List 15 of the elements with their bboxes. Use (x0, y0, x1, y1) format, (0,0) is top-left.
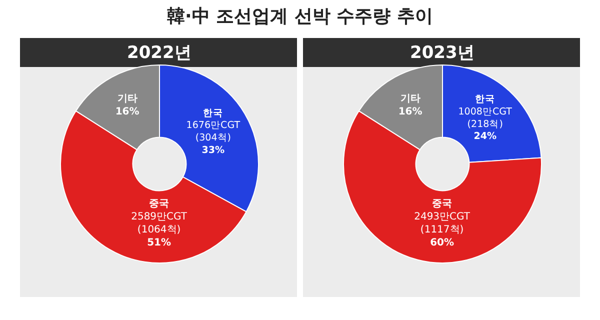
data-label: 1676만CGT (304척) 33% (186, 120, 240, 156)
slice-label: 한국 (475, 94, 496, 105)
text: 韓·中 조선업계 선박 수주량 추이 (167, 6, 433, 27)
data-label: 1008만CGT (218척) 24% (458, 106, 512, 142)
slice-label: 한국 (203, 108, 224, 119)
data-label: 16% (115, 106, 140, 118)
data-label: 2493만CGT (1117척) 60% (414, 211, 471, 248)
chart-subtitle: 2022년 (127, 43, 192, 63)
slice-label: 중국 (149, 198, 170, 210)
chart-subtitle: 2023년 (410, 43, 474, 63)
slice-label: 기타 (400, 93, 420, 104)
slice-label: 기타 (117, 93, 138, 104)
slice-label: 중국 (432, 198, 452, 210)
data-label: 2589만CGT (1064척) 51% (131, 211, 188, 248)
data-label: 16% (398, 106, 422, 118)
